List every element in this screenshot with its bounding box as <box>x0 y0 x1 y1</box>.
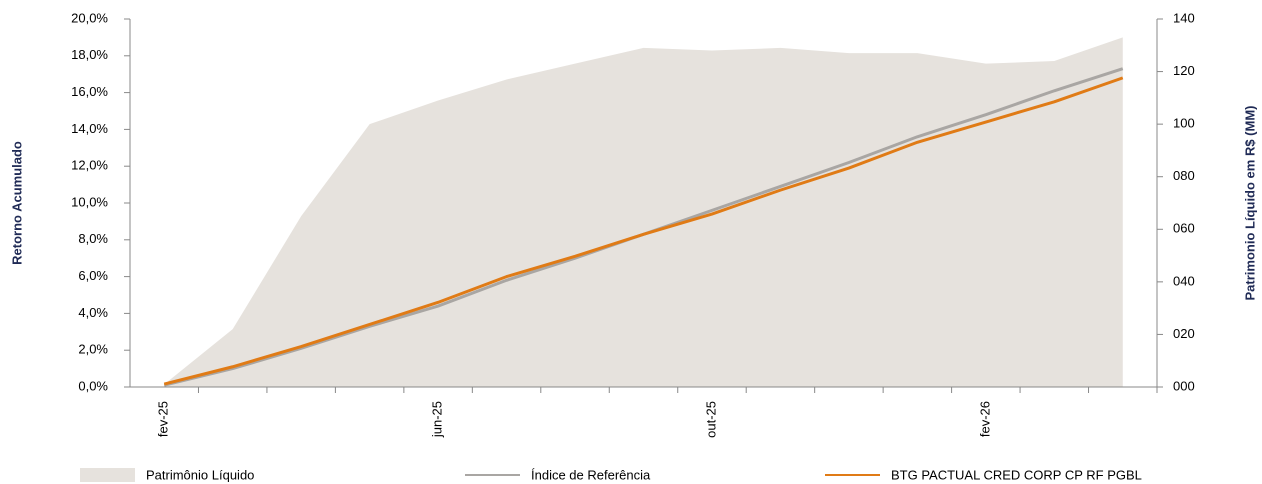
y-tick-label: 6,0% <box>78 268 108 283</box>
x-tick-label: fev-25 <box>156 401 171 437</box>
y-tick-label: 2,0% <box>78 342 108 357</box>
y-tick-label: 4,0% <box>78 305 108 320</box>
y2-tick-label: 140 <box>1173 10 1195 25</box>
y-tick-label: 14,0% <box>71 121 108 136</box>
y-tick-label: 18,0% <box>71 47 108 62</box>
y2-tick-label: 080 <box>1173 168 1195 183</box>
y2-tick-label: 060 <box>1173 221 1195 236</box>
area <box>164 37 1123 388</box>
legend-label: BTG PACTUAL CRED CORP CP RF PGBL <box>891 467 1142 482</box>
y-tick-label: 20,0% <box>71 10 108 25</box>
x-tick-label: fev-26 <box>977 401 992 437</box>
y2-tick-label: 000 <box>1173 378 1195 393</box>
y2-tick-label: 040 <box>1173 273 1195 288</box>
legend-label: Patrimônio Líquido <box>146 467 254 482</box>
y-tick-label: 0,0% <box>78 378 108 393</box>
y-tick-label: 8,0% <box>78 231 108 246</box>
y2-axis-title: Patrimonio Líquido em R$ (MM) <box>1242 106 1257 301</box>
line <box>163 76 1124 386</box>
y2-tick-label: 120 <box>1173 63 1195 78</box>
x-tick-label: out-25 <box>703 401 718 438</box>
legend-label: Índice de Referência <box>531 467 651 482</box>
y-tick-label: 10,0% <box>71 194 108 209</box>
y-tick-label: 16,0% <box>71 84 108 99</box>
legend-swatch <box>80 468 135 482</box>
y2-tick-label: 100 <box>1173 116 1195 131</box>
y-axis-title: Retorno Acumulado <box>9 141 24 265</box>
y2-tick-label: 020 <box>1173 326 1195 341</box>
x-tick-label: jun-25 <box>430 401 445 438</box>
y-tick-label: 12,0% <box>71 158 108 173</box>
